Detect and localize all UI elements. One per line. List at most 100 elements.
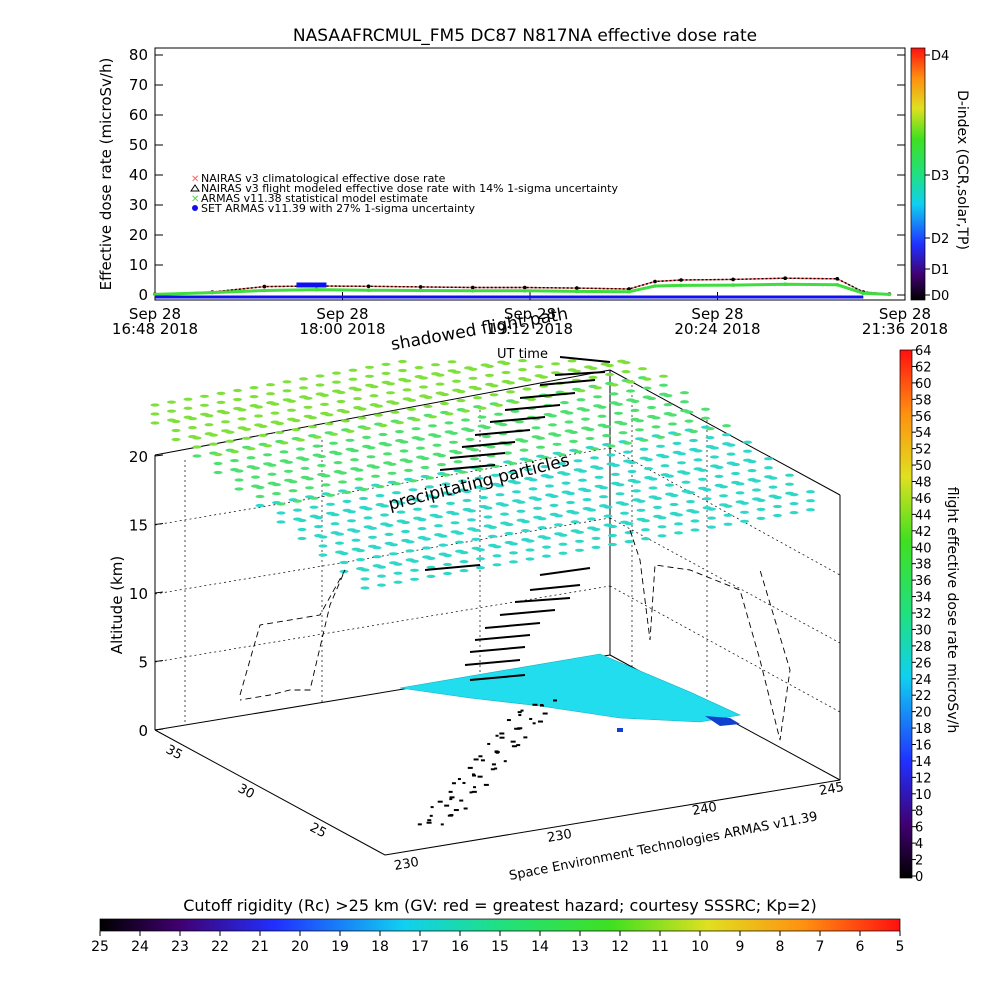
particle-dot [588,375,598,379]
particle-dot [425,476,434,480]
rigidity-floor-blob [705,716,740,726]
particle-dot [521,529,530,533]
flight-path-segment [554,371,606,376]
particle-dot [320,402,329,406]
particle-dot [309,505,319,509]
particle-dot [452,370,461,374]
particle-dot [693,458,703,462]
particle-dot [747,469,757,473]
particle-dot [585,436,595,441]
particle-dot [251,475,260,479]
grid-line-10km-back [154,517,611,595]
flight-path-segment [484,622,541,629]
particle-dot [504,522,514,527]
particle-dot [428,424,437,428]
particle-dot [651,425,661,429]
particle-dot [626,389,635,393]
particle-dot [383,452,392,456]
particle-dot [560,401,569,405]
particle-dot [603,514,613,518]
particle-dot [581,417,590,421]
lon-tick-label: 240 [691,800,718,819]
top-x-tick-label-time: 18:00 2018 [299,320,385,338]
particle-dot [399,449,409,453]
colorbar-tick-label: 42 [915,525,932,540]
particle-dot [441,482,451,486]
particle-dot [773,513,782,518]
ground-track-dot [499,732,505,735]
particle-dot [605,363,614,368]
precipitating-particles-annotation: precipitating particles [386,450,571,514]
particle-dot [444,412,454,416]
ground-track-dot [487,742,491,745]
particle-dot [369,385,379,389]
particle-dot [516,509,526,513]
particle-dot [597,405,607,409]
particle-dot [299,386,308,390]
particle-dot [225,439,235,443]
ground-track-dot [473,758,479,761]
particle-dot [507,470,517,474]
particle-dot [698,468,707,472]
rigidity-colorbar [99,918,901,932]
particle-dot [557,453,566,457]
top-series-point-1 [835,277,840,281]
particle-dot [204,414,214,418]
particle-dot [806,499,815,503]
particle-dot [476,557,485,561]
particle-dot [494,403,503,407]
top-x-tick-label-date: Sep 28 [691,305,743,323]
particle-dot [300,457,310,461]
particle-dot [686,500,695,504]
top-y-tick-label: 10 [129,256,148,274]
particle-dot [575,539,584,543]
lon-tick-label: 245 [818,780,845,799]
particle-dot [372,555,382,559]
particle-dot [689,429,698,434]
particle-dot [446,501,455,505]
particle-dot [408,488,418,492]
flight-path-segment [539,379,596,386]
particle-dot [348,377,358,381]
particle-dot [702,497,712,501]
particle-dot [657,516,667,520]
ground-track-dot [453,809,459,812]
particle-dot [674,513,683,517]
particle-dot [743,440,752,444]
particle-dot [171,437,181,442]
particle-dot [659,374,668,378]
z-tick [154,660,164,662]
particle-dot [522,378,532,382]
particle-dot [581,408,590,412]
particle-dot [276,502,286,506]
particle-dot [393,580,403,584]
rigidity-tick-label: 16 [451,939,469,955]
particle-dot [356,549,365,553]
colorbar-tick-label: 20 [915,706,932,721]
top-series-point-1 [418,285,423,289]
particle-dot [644,458,653,462]
particle-dot [594,475,604,479]
particle-dot [719,494,728,498]
flight-path-segment [559,356,611,363]
particle-dot [395,430,404,434]
particle-dot [503,451,512,455]
particle-dot [506,390,515,394]
particle-dot [381,362,391,366]
particle-dot [545,475,554,479]
particle-dot [255,494,265,499]
particle-dot [608,542,617,547]
particle-dot [657,534,667,538]
particle-dot [449,440,458,444]
particle-dot [288,480,298,484]
particle-dot [570,511,580,515]
particle-dot [714,474,724,478]
particle-dot [582,489,592,493]
particle-dot [590,447,599,451]
set-armas-point [296,282,327,288]
particle-dot [362,426,371,430]
particle-dot [374,413,383,417]
z-tick-label: 5 [138,654,148,672]
particle-dot [396,510,406,514]
particle-dot [383,443,392,447]
